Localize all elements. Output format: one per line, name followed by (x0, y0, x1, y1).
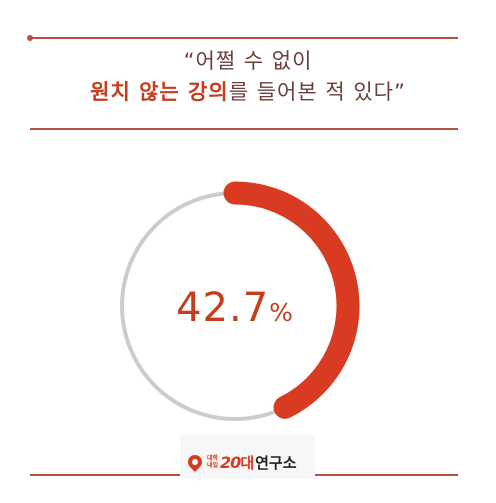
logo-dae: 대 (240, 453, 255, 472)
brand-logo: 대학 내일 20 대 연구소 (185, 450, 297, 474)
donut-chart (120, 181, 360, 421)
headline: “어쩔 수 없이 원치 않는 강의를 들어본 적 있다” (0, 46, 496, 108)
top-divider (27, 35, 458, 41)
logo-small-top: 대학 (207, 455, 219, 462)
logo-small-text: 대학 내일 (207, 455, 218, 469)
headline-line-1: “어쩔 수 없이 (183, 49, 313, 73)
headline-line-2: 원치 않는 강의를 들어본 적 있다” (0, 77, 496, 108)
logo-name: 연구소 (255, 453, 297, 472)
donut-value-arc (223, 181, 360, 419)
middle-divider (30, 128, 458, 130)
logo-background (180, 435, 315, 479)
logo-small-bottom: 내일 (207, 462, 219, 469)
percent-label: 42.7% (130, 285, 340, 331)
percent-unit: % (269, 298, 294, 327)
location-pin-icon (185, 452, 205, 472)
logo-number: 20 (220, 452, 241, 472)
headline-line-2-rest: 를 들어본 적 있다” (228, 80, 406, 104)
headline-emphasis: 원치 않는 강의 (90, 80, 229, 104)
percent-value: 42.7 (176, 285, 270, 331)
